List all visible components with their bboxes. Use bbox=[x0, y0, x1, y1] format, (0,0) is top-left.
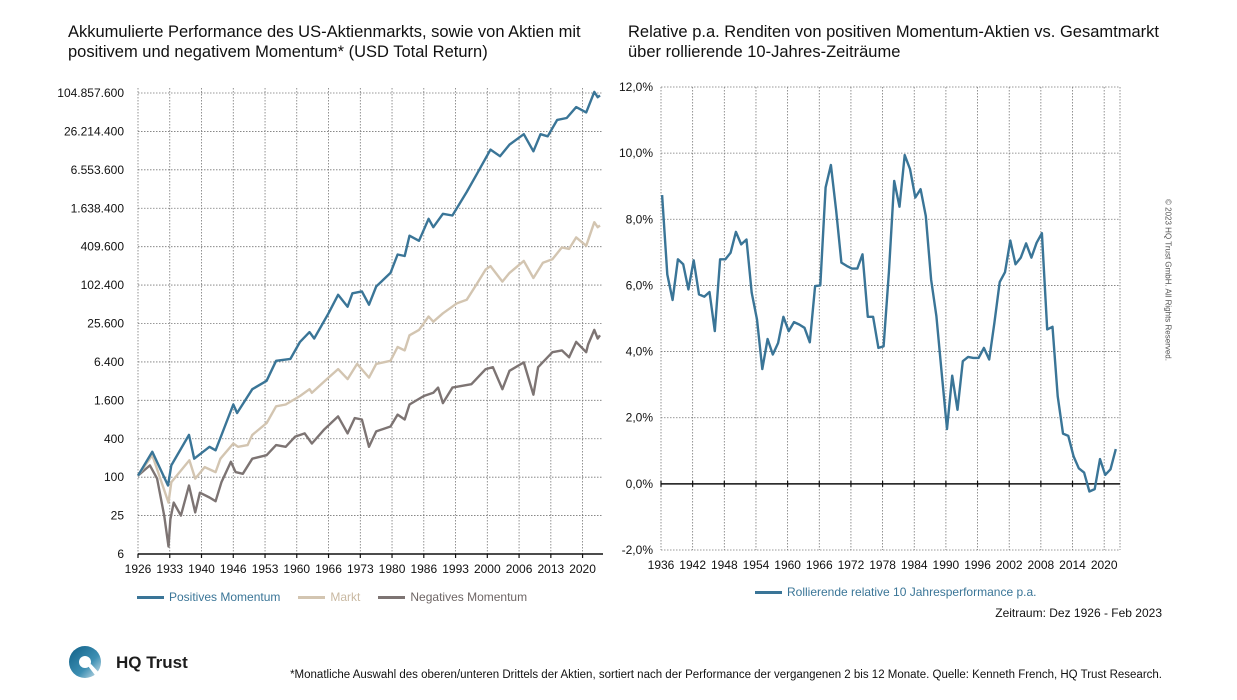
x-tick-label: 1966 bbox=[315, 562, 342, 576]
x-tick-label: 1978 bbox=[869, 558, 896, 572]
x-tick-label: 1946 bbox=[220, 562, 247, 576]
y-tick-label: 409.600 bbox=[81, 240, 125, 254]
right-chart-title: Relative p.a. Renditen von positiven Mom… bbox=[628, 23, 1159, 61]
y-tick-label: 104.857.600 bbox=[57, 86, 124, 100]
x-tick-label: 1933 bbox=[156, 562, 183, 576]
series-line-markt bbox=[137, 220, 601, 504]
logo-icon bbox=[69, 646, 102, 679]
x-tick-label: 2013 bbox=[537, 562, 564, 576]
legend-swatch-market bbox=[298, 595, 326, 599]
x-tick-label: 2006 bbox=[506, 562, 533, 576]
legend-swatch-negative bbox=[378, 595, 406, 599]
y-tick-label: 10,0% bbox=[619, 146, 653, 160]
x-tick-label: 2000 bbox=[474, 562, 501, 576]
y-tick-label: 0,0% bbox=[626, 477, 654, 491]
x-tick-label: 2020 bbox=[1091, 558, 1118, 572]
x-tick-label: 1984 bbox=[901, 558, 928, 572]
x-tick-label: 1993 bbox=[442, 562, 469, 576]
y-tick-label: 6.400 bbox=[94, 355, 124, 369]
copyright-note: © 2023 HQ Trust GmbH. All Rights Reserve… bbox=[1163, 199, 1173, 361]
x-tick-label: 1942 bbox=[679, 558, 706, 572]
left-chart-title: Akkumulierte Performance des US-Aktienma… bbox=[68, 23, 581, 61]
legend-label-relative: Rollierende relative 10 Jahresperformanc… bbox=[787, 585, 1037, 599]
series-line-negatives-momentum bbox=[137, 328, 601, 548]
x-tick-label: 1990 bbox=[933, 558, 960, 572]
x-tick-label: 1936 bbox=[648, 558, 675, 572]
logo-text: HQ Trust bbox=[116, 653, 188, 672]
y-tick-label: 8,0% bbox=[626, 212, 654, 226]
y-tick-label: 12,0% bbox=[619, 80, 653, 94]
x-tick-label: 2008 bbox=[1028, 558, 1055, 572]
legend-item-negative: Negatives Momentum bbox=[378, 590, 527, 604]
y-tick-label: 26.214.400 bbox=[64, 124, 124, 138]
y-tick-label: 4,0% bbox=[626, 345, 654, 359]
legend-left: Positives Momentum Markt Negatives Momen… bbox=[137, 590, 527, 604]
x-tick-label: 1996 bbox=[964, 558, 991, 572]
x-tick-label: 1954 bbox=[743, 558, 770, 572]
y-tick-label: 6,0% bbox=[626, 278, 654, 292]
y-tick-label: 1.600 bbox=[94, 393, 124, 407]
footnote: *Monatliche Auswahl des oberen/unteren D… bbox=[290, 669, 1162, 681]
x-tick-label: 1940 bbox=[188, 562, 215, 576]
x-tick-label: 1980 bbox=[379, 562, 406, 576]
x-tick-label: 1926 bbox=[125, 562, 152, 576]
x-tick-label: 2002 bbox=[996, 558, 1023, 572]
y-tick-label: 25 bbox=[111, 509, 125, 523]
series-line-relative-performance bbox=[660, 153, 1117, 493]
y-tick-label: 2,0% bbox=[626, 411, 654, 425]
x-tick-label: 1973 bbox=[347, 562, 374, 576]
x-tick-label: 1966 bbox=[806, 558, 833, 572]
y-tick-label: 1.638.400 bbox=[71, 201, 125, 215]
period-note: Zeitraum: Dez 1926 - Feb 2023 bbox=[995, 606, 1162, 620]
x-tick-label: 1953 bbox=[252, 562, 279, 576]
legend-swatch-relative bbox=[755, 590, 782, 594]
x-tick-label: 1960 bbox=[774, 558, 801, 572]
legend-label-market: Markt bbox=[330, 590, 361, 604]
y-tick-label: 102.400 bbox=[81, 278, 125, 292]
x-tick-label: 2014 bbox=[1059, 558, 1086, 572]
x-tick-label: 1948 bbox=[711, 558, 738, 572]
legend-label-positive: Positives Momentum bbox=[169, 590, 281, 604]
x-tick-label: 1986 bbox=[410, 562, 437, 576]
legend-right: Rollierende relative 10 Jahresperformanc… bbox=[755, 585, 1036, 599]
legend-swatch-positive bbox=[137, 595, 164, 599]
legend-item-market: Markt bbox=[298, 590, 360, 604]
hq-trust-logo: HQ Trust bbox=[68, 645, 188, 681]
y-tick-label: 6 bbox=[117, 547, 124, 561]
series-line-positives-momentum bbox=[136, 90, 601, 487]
y-tick-label: 100 bbox=[104, 470, 124, 484]
x-tick-label: 2020 bbox=[569, 562, 596, 576]
y-tick-label: -2,0% bbox=[622, 543, 654, 557]
legend-label-negative: Negatives Momentum bbox=[410, 590, 528, 604]
y-tick-label: 400 bbox=[104, 432, 124, 446]
legend-item-positive: Positives Momentum bbox=[137, 590, 280, 604]
y-tick-label: 6.553.600 bbox=[71, 163, 125, 177]
y-tick-label: 25.600 bbox=[87, 317, 124, 331]
x-tick-label: 1960 bbox=[283, 562, 310, 576]
x-tick-label: 1972 bbox=[838, 558, 865, 572]
